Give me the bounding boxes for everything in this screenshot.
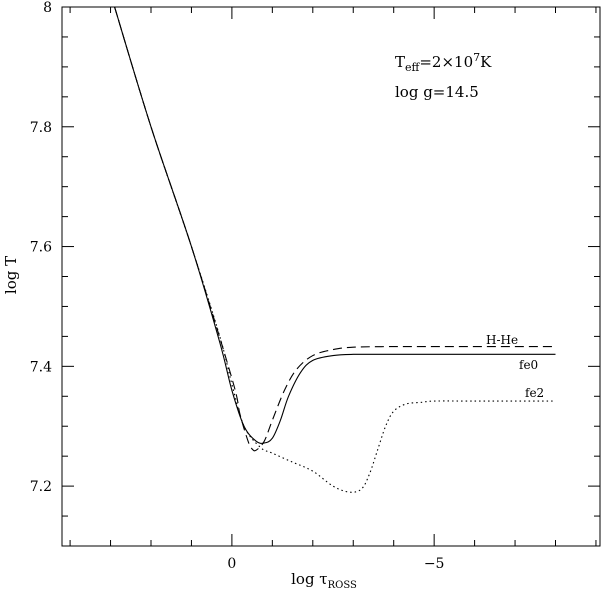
- x-tick-label: 0: [227, 556, 236, 572]
- y-tick-label: 7.8: [30, 120, 52, 136]
- series-line-h-he: [114, 7, 556, 452]
- x-axis-label-base: log τ: [291, 570, 328, 588]
- x-axis-label-sub: ROSS: [328, 580, 357, 591]
- series-line-fe2: [114, 7, 556, 493]
- teff-sup: 7: [473, 51, 480, 64]
- series-lines: [114, 7, 556, 493]
- teff-rest: =2×10: [419, 53, 473, 71]
- tick-labels: 0 −5 7.2 7.4 7.6 7.8 8: [30, 0, 445, 572]
- x-axis-label: log τROSS: [291, 570, 357, 591]
- y-axis-label: log T: [2, 256, 20, 294]
- teff-unit: K: [480, 53, 492, 71]
- teff-base: T: [395, 53, 405, 71]
- series-line-fe0: [114, 7, 556, 444]
- y-tick-label: 8: [43, 0, 52, 16]
- series-label-fe2: fe2: [525, 386, 544, 400]
- annotation-teff: Teff=2×107K: [395, 51, 492, 74]
- plot-frame: [61, 6, 601, 547]
- series-label-fe0: fe0: [519, 358, 538, 372]
- y-tick-label: 7.2: [30, 479, 52, 495]
- teff-sub: eff: [405, 61, 421, 74]
- ticks: [62, 6, 600, 547]
- y-tick-label: 7.4: [30, 359, 52, 375]
- x-tick-label: −5: [424, 556, 445, 572]
- series-label-h-he: H-He: [486, 333, 518, 347]
- annotation-logg: log g=14.5: [395, 83, 479, 101]
- y-tick-label: 7.6: [30, 240, 52, 256]
